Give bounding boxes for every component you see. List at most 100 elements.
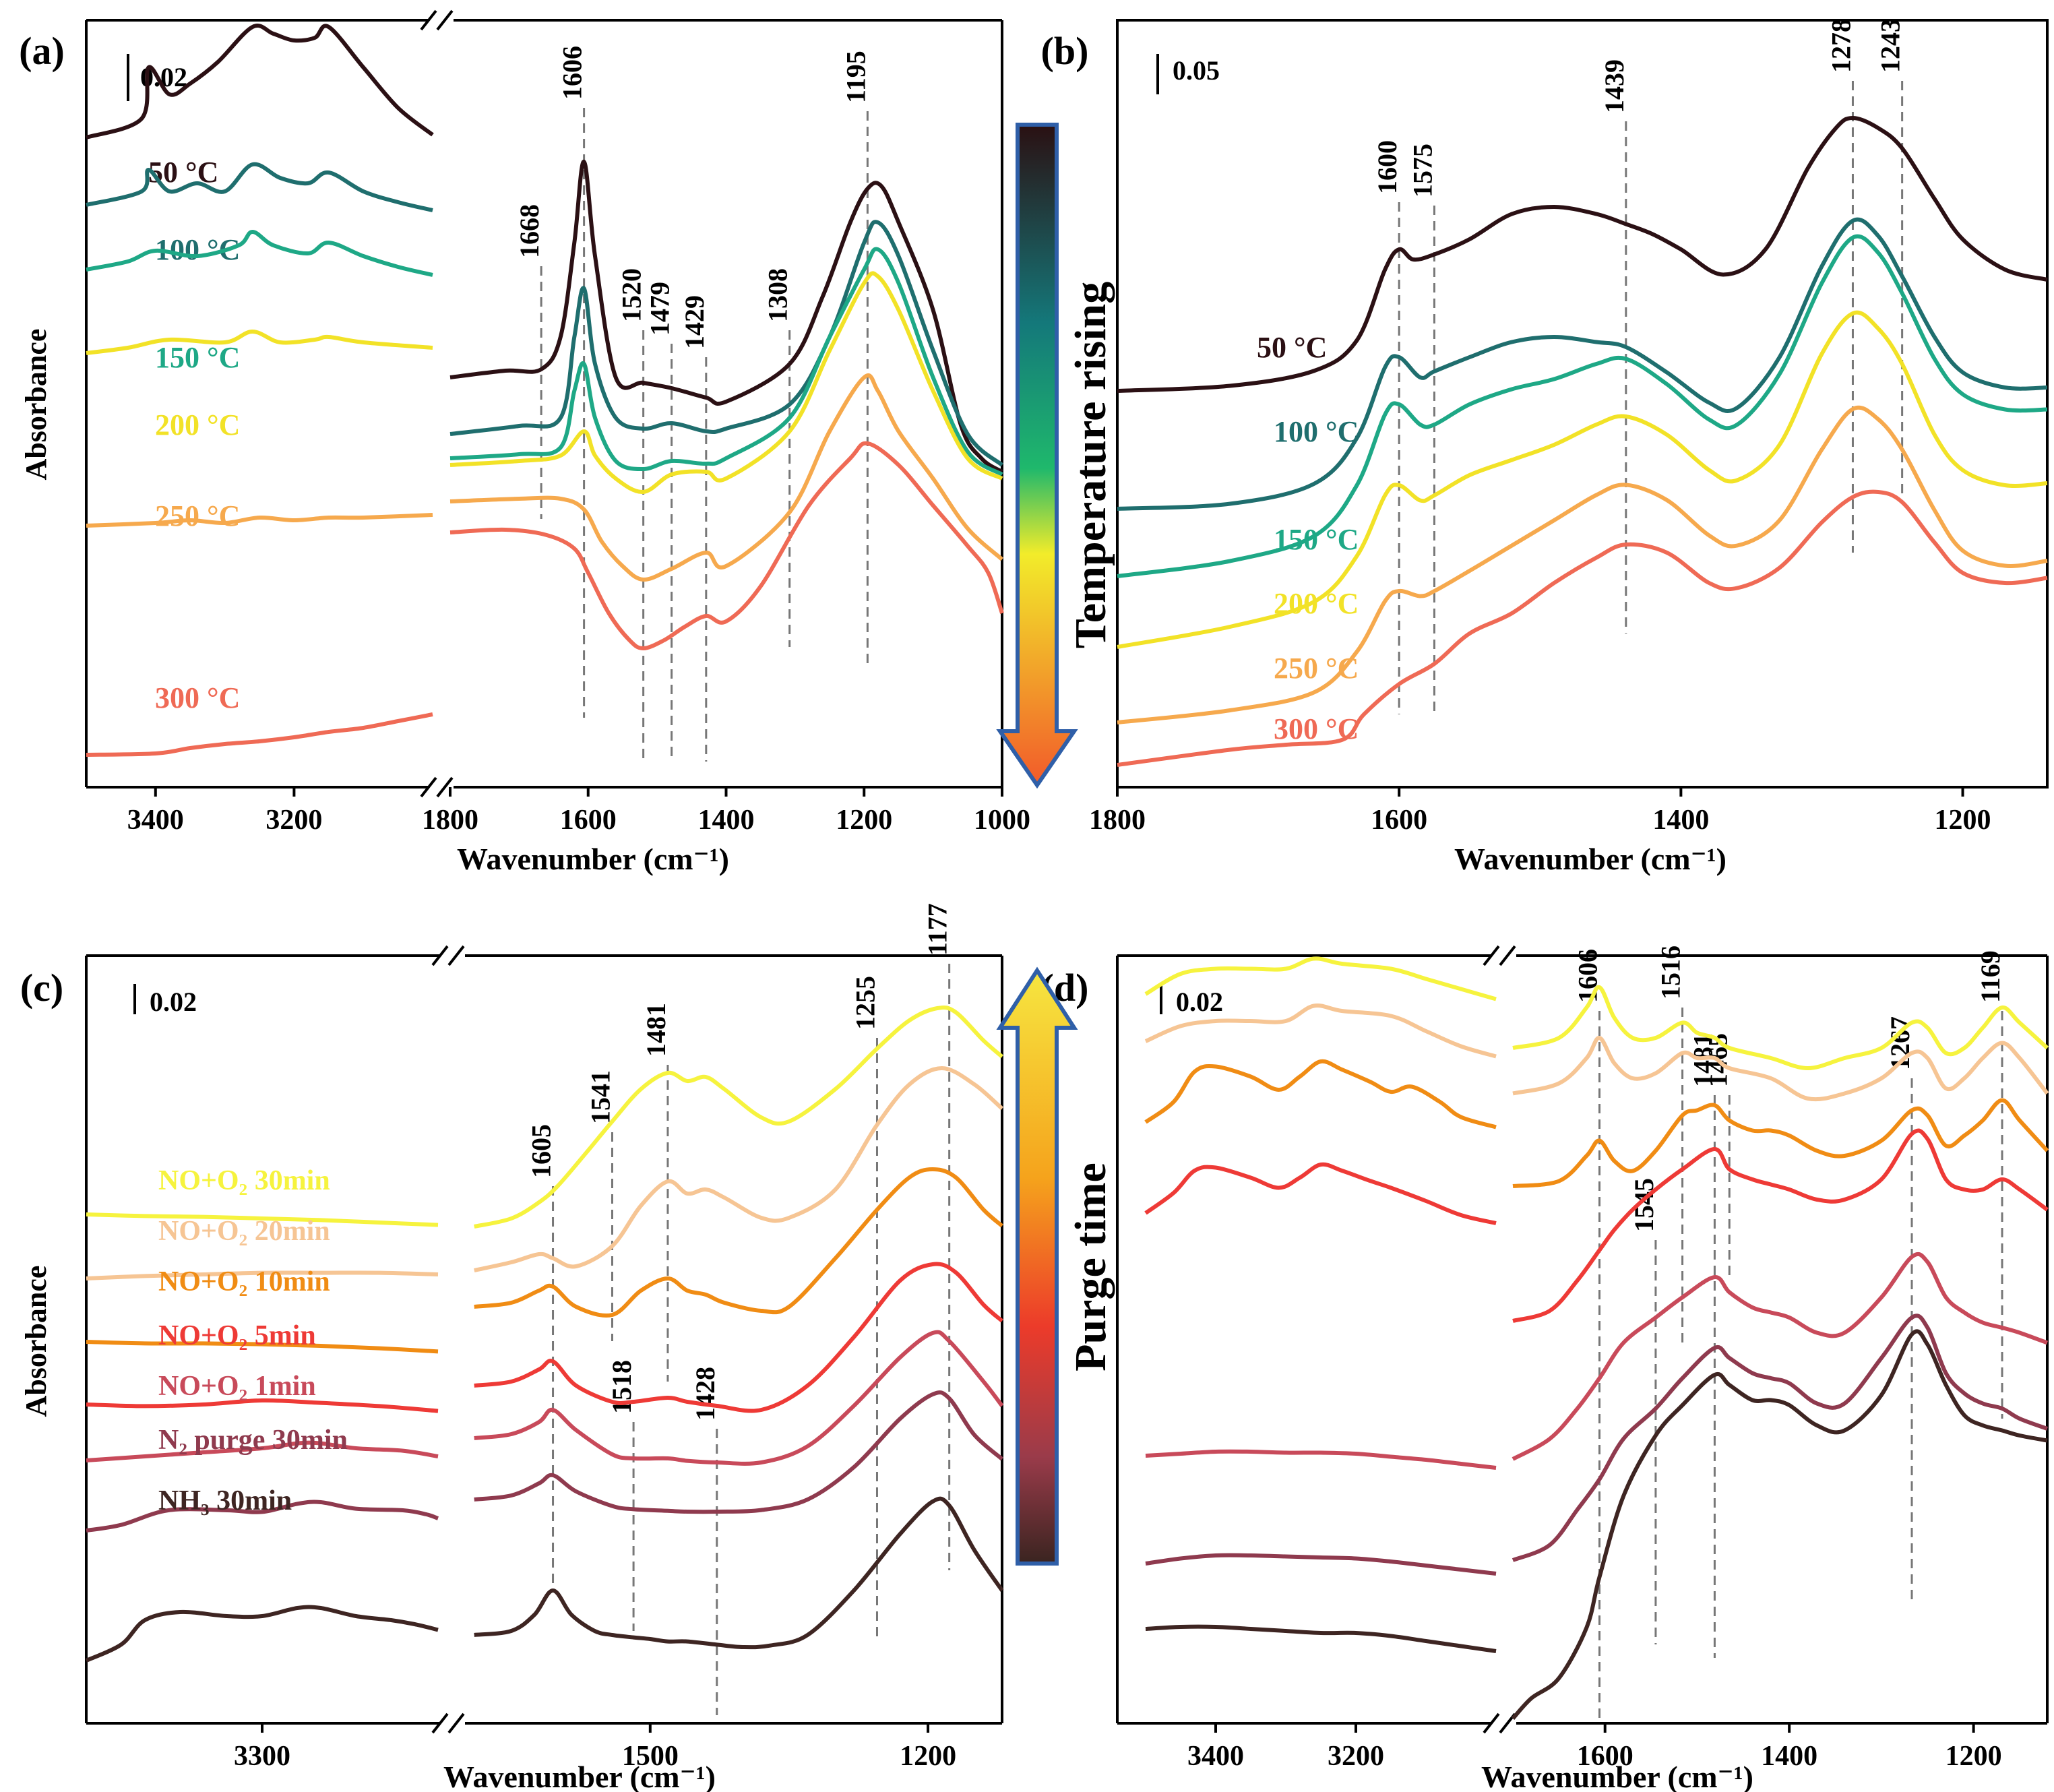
peak-label: 1541 [585,1070,615,1124]
scale-bar-label: 0.02 [150,987,197,1017]
series-line-right [449,159,1003,474]
series-label: NO+O₂ 5min [158,1320,316,1351]
x-axis-label: Wavenumber (cm⁻¹) [1454,842,1726,876]
series-line-right [449,441,1004,651]
series-line-left [85,1605,439,1663]
series-line-right [1512,1098,2049,1188]
x-tick-label: 1400 [698,805,755,836]
temperature-rising-arrow [996,123,1078,789]
series-line-right [449,373,1004,582]
peak-label: 1606 [1573,949,1603,1003]
axis-break-mark [1483,945,1516,966]
axis-break-mark [431,945,465,966]
panel-label: (b) [1041,29,1089,73]
peak-label: 1169 [1975,950,2005,1003]
scale-bar-label: 0.05 [1173,55,1220,86]
x-tick-label: 1400 [1761,1741,1817,1772]
panel-c: 3300 1500 1200 Wavenumber (cm⁻¹) Absorbance (… [20,903,1004,1792]
series-line [1117,310,2048,649]
series-line [1117,217,2048,511]
series-line [1117,489,2048,767]
peak-label: 1428 [690,1367,720,1421]
series-line-left [86,513,433,528]
series-line-right [1512,1036,2049,1102]
series-line-left [86,1340,439,1354]
x-tick-label: 1200 [900,1741,956,1772]
series-line [1117,405,2048,724]
peak-label: 1518 [606,1360,637,1414]
peak-label: 1481 [641,1003,671,1057]
x-tick-label: 1600 [1371,805,1427,836]
x-tick-label: 3200 [266,805,322,836]
peak-label: 1278 [1826,19,1856,73]
series-line-left [86,1398,439,1413]
peak-label: 1195 [840,51,871,103]
axis-break-mark [420,776,454,798]
plot-frame [1116,19,2049,789]
peak-label: 1243 [1875,19,1906,73]
x-axis-label: Wavenumber (cm⁻¹) [457,842,729,876]
series-label: NO+O₂ 20min [158,1216,330,1247]
series-label: NO+O₂ 1min [158,1371,316,1402]
series-line-right [1511,1329,2048,1721]
series-label: NH₃ 30min [158,1485,292,1516]
peak-label: 1605 [526,1124,557,1178]
panel-label: (a) [19,29,65,73]
x-tick-label: 1600 [560,805,617,836]
series-line-left [86,1440,439,1462]
x-tick-label: 3200 [1328,1741,1384,1772]
series-label: N₂ purge 30min [158,1425,348,1456]
peak-label: 1439 [1599,59,1629,113]
x-tick-label: 1000 [974,805,1030,836]
series-line-left [86,1270,439,1280]
x-tick-label: 1600 [1577,1741,1633,1772]
purge-time-label: Purge time [1066,1163,1115,1371]
purge-time-arrow [996,966,1078,1566]
x-tick-label: 1400 [1652,805,1709,836]
series-label: 300 °C [155,681,240,714]
series-line-left [1145,1624,1497,1653]
series-line-right [1512,1252,2049,1461]
series-line-left [86,162,433,212]
x-axis-label: Wavenumber (cm⁻¹) [1481,1760,1753,1792]
series-line-left [86,1212,439,1227]
series-line-right [474,1330,1004,1466]
series-label: NO+O₂ 30min [158,1165,330,1196]
peak-label: 1520 [617,268,647,322]
scale-bar-label: 0.02 [1176,987,1223,1017]
x-tick-label: 1800 [1089,805,1146,836]
series-line-left [86,24,434,140]
x-tick-label: 1500 [622,1741,679,1772]
series-line-left [1144,1003,1497,1059]
peak-label: 1668 [514,204,544,258]
series-line-left [86,712,433,757]
series-line-right [449,271,1003,495]
series-line-right [474,1005,1003,1229]
series-line-right [474,1065,1003,1272]
panel-label: (c) [20,966,63,1010]
x-tick-label: 3400 [1187,1741,1244,1772]
series-line [1117,234,2048,578]
series-line-right [1512,985,2049,1071]
series-line-right [1512,1128,2049,1323]
series-line-left [86,229,433,277]
panel-a: 3400 3200 1800 1600 1400 1200 1000 Wavenumber (… [19,9,1030,876]
peak-label: 1177 [923,903,953,956]
series-line-right [449,220,1004,467]
series-line-right [474,1390,1003,1514]
temperature-rising-label: Temperature rising [1066,282,1115,648]
series-line-right [474,1496,1004,1650]
peak-label: 1308 [763,268,793,322]
x-tick-label: 1200 [1946,1741,2002,1772]
panel-b: 1800 1600 1400 1200 Wavenumber (cm⁻¹) (b) 0.05… [1041,19,2049,876]
series-line-left [1145,1553,1497,1576]
x-tick-label: 1200 [836,805,892,836]
series-line-left [1144,1059,1497,1130]
peak-label: 1575 [1407,144,1437,197]
series-label: 200 °C [155,408,240,441]
x-tick-label: 1200 [1935,805,1991,836]
series-label: 250 °C [1274,652,1359,685]
peak-label: 1255 [850,976,880,1030]
axis-break-mark [431,1712,465,1734]
